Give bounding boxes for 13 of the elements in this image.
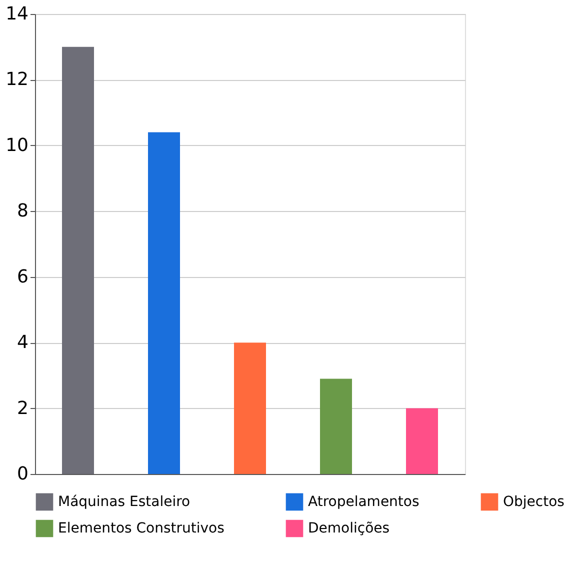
y-tick-label: 2 — [17, 398, 28, 419]
legend-label: Objectos — [503, 494, 564, 510]
y-tick-label: 12 — [6, 69, 28, 90]
y-tick-label: 14 — [6, 4, 28, 24]
y-tick-label: 0 — [17, 464, 28, 484]
y-tick-label: 8 — [17, 200, 28, 222]
legend-label: Máquinas Estaleiro — [58, 494, 190, 510]
y-tick-label: 6 — [17, 266, 28, 288]
y-tick-label: 10 — [6, 134, 28, 156]
y-tick-label: 4 — [17, 332, 28, 354]
legend-label: Demolições — [308, 520, 390, 536]
legend-label: Atropelamentos — [308, 494, 420, 510]
legend-label: Elementos Construtivos — [58, 520, 224, 536]
